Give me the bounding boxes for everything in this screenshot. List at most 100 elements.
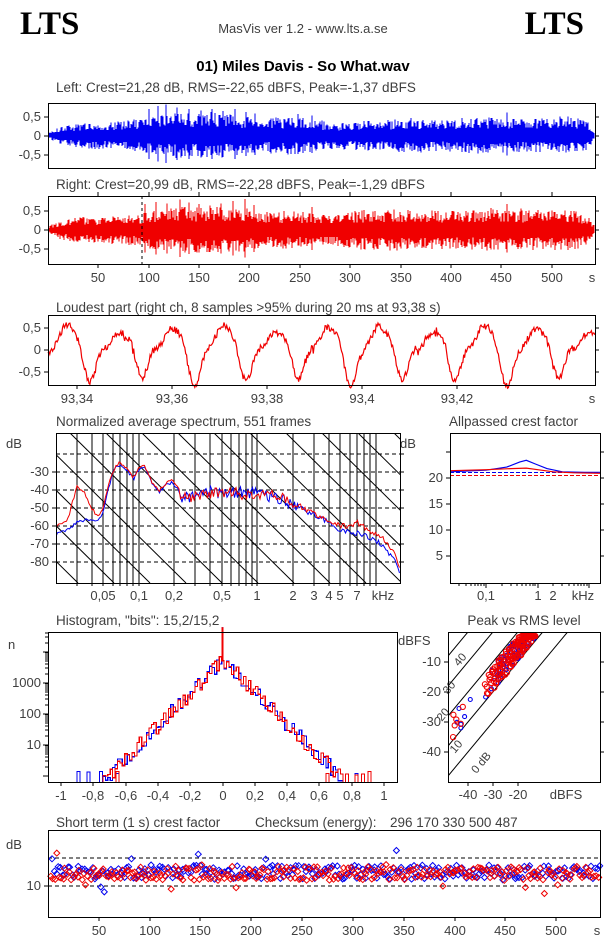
svg-text:250: 250 xyxy=(289,270,311,285)
svg-text:10: 10 xyxy=(27,878,41,893)
svg-text:100: 100 xyxy=(138,270,160,285)
app-version-line: MasVis ver 1.2 - www.lts.a.se xyxy=(218,21,388,36)
svg-text:5: 5 xyxy=(436,548,443,563)
svg-text:0,6: 0,6 xyxy=(310,788,328,803)
svg-text:93,38: 93,38 xyxy=(251,391,284,406)
spectrum-ylabel: dB xyxy=(6,436,22,451)
svg-text:1000: 1000 xyxy=(12,675,41,690)
svg-text:-20: -20 xyxy=(509,787,528,802)
short-term-title: Short term (1 s) crest factor xyxy=(56,815,221,830)
svg-text:10: 10 xyxy=(27,737,41,752)
svg-text:200: 200 xyxy=(238,270,260,285)
svg-text:5: 5 xyxy=(336,588,343,603)
checksum-label: Checksum (energy): xyxy=(255,815,377,830)
svg-text:0,8: 0,8 xyxy=(343,788,361,803)
allpassed-title: Allpassed crest factor xyxy=(449,414,579,429)
svg-text:400: 400 xyxy=(444,923,466,938)
svg-text:93,4: 93,4 xyxy=(349,391,374,406)
svg-text:10: 10 xyxy=(429,522,443,537)
svg-text:450: 450 xyxy=(490,270,512,285)
svg-text:15: 15 xyxy=(429,496,443,511)
svg-text:-1: -1 xyxy=(55,788,67,803)
svg-text:100: 100 xyxy=(139,923,161,938)
svg-text:s: s xyxy=(594,923,601,938)
svg-text:50: 50 xyxy=(91,270,105,285)
svg-text:-80: -80 xyxy=(30,554,49,569)
right-wave-title: Right: Crest=20,99 dB, RMS=-22,28 dBFS, … xyxy=(56,177,425,192)
svg-text:-30: -30 xyxy=(30,464,49,479)
histogram-title: Histogram, "bits": 15,2/15,2 xyxy=(56,613,220,628)
svg-text:350: 350 xyxy=(393,923,415,938)
svg-text:2: 2 xyxy=(289,588,296,603)
svg-text:0,05: 0,05 xyxy=(90,588,115,603)
loudest-part-title: Loudest part (right ch, 8 samples >95% d… xyxy=(56,300,441,315)
svg-text:0,2: 0,2 xyxy=(246,788,264,803)
svg-text:10: 10 xyxy=(448,738,465,756)
svg-text:400: 400 xyxy=(440,270,462,285)
svg-text:0: 0 xyxy=(34,128,41,143)
svg-text:150: 150 xyxy=(188,270,210,285)
svg-text:500: 500 xyxy=(545,923,567,938)
spectrum-title: Normalized average spectrum, 551 frames xyxy=(56,414,312,429)
lts-logo-left: LTS xyxy=(20,6,80,42)
svg-text:0: 0 xyxy=(34,222,41,237)
svg-text:-0,4: -0,4 xyxy=(147,788,169,803)
svg-text:s: s xyxy=(589,270,596,285)
svg-text:0,5: 0,5 xyxy=(23,320,41,335)
peak-rms-title: Peak vs RMS level xyxy=(467,613,581,628)
svg-text:-0,5: -0,5 xyxy=(19,241,41,256)
svg-text:-60: -60 xyxy=(30,518,49,533)
svg-text:kHz: kHz xyxy=(572,588,594,603)
svg-text:40: 40 xyxy=(452,651,469,669)
svg-text:-40: -40 xyxy=(30,482,49,497)
left-wave-title: Left: Crest=21,28 dB, RMS=-22,65 dBFS, P… xyxy=(56,80,416,95)
svg-text:30: 30 xyxy=(441,679,458,697)
svg-text:-70: -70 xyxy=(30,536,49,551)
svg-text:-20: -20 xyxy=(422,684,441,699)
svg-text:-0,8: -0,8 xyxy=(82,788,104,803)
allpassed-ylabel: dB xyxy=(400,436,416,451)
svg-text:7: 7 xyxy=(353,588,360,603)
svg-text:500: 500 xyxy=(541,270,563,285)
checksum-value: 296 170 330 500 487 xyxy=(390,815,518,830)
svg-text:93,42: 93,42 xyxy=(441,391,474,406)
svg-text:-0,2: -0,2 xyxy=(179,788,201,803)
svg-text:0,2: 0,2 xyxy=(165,588,183,603)
svg-text:kHz: kHz xyxy=(372,588,394,603)
svg-text:350: 350 xyxy=(390,270,412,285)
svg-text:-0,6: -0,6 xyxy=(115,788,137,803)
svg-text:0,4: 0,4 xyxy=(278,788,296,803)
svg-text:100: 100 xyxy=(19,706,41,721)
svg-text:0: 0 xyxy=(219,788,226,803)
svg-text:250: 250 xyxy=(291,923,313,938)
svg-text:1: 1 xyxy=(380,788,387,803)
svg-text:93,34: 93,34 xyxy=(61,391,94,406)
svg-text:1: 1 xyxy=(534,588,541,603)
svg-text:0,1: 0,1 xyxy=(477,588,495,603)
svg-text:20: 20 xyxy=(429,470,443,485)
svg-text:-30: -30 xyxy=(484,787,503,802)
lts-logo-right: LTS xyxy=(524,6,584,42)
peak-rms-ylabel: dBFS xyxy=(398,633,431,648)
svg-text:-50: -50 xyxy=(30,500,49,515)
svg-text:1: 1 xyxy=(253,588,260,603)
svg-text:dBFS: dBFS xyxy=(550,787,583,802)
histogram-ylabel: n xyxy=(8,637,16,652)
track-title: 01) Miles Davis - So What.wav xyxy=(196,58,410,75)
svg-text:0,5: 0,5 xyxy=(23,109,41,124)
svg-text:-0,5: -0,5 xyxy=(19,364,41,379)
svg-text:0,5: 0,5 xyxy=(23,203,41,218)
svg-text:0: 0 xyxy=(34,342,41,357)
svg-text:-40: -40 xyxy=(422,744,441,759)
svg-text:200: 200 xyxy=(240,923,262,938)
svg-text:-40: -40 xyxy=(459,787,478,802)
svg-text:-10: -10 xyxy=(422,654,441,669)
svg-text:s: s xyxy=(589,391,596,406)
svg-text:0 dB: 0 dB xyxy=(469,750,494,776)
svg-text:300: 300 xyxy=(342,923,364,938)
svg-text:4: 4 xyxy=(325,588,332,603)
short-term-ylabel: dB xyxy=(6,837,22,852)
svg-text:0,1: 0,1 xyxy=(130,588,148,603)
